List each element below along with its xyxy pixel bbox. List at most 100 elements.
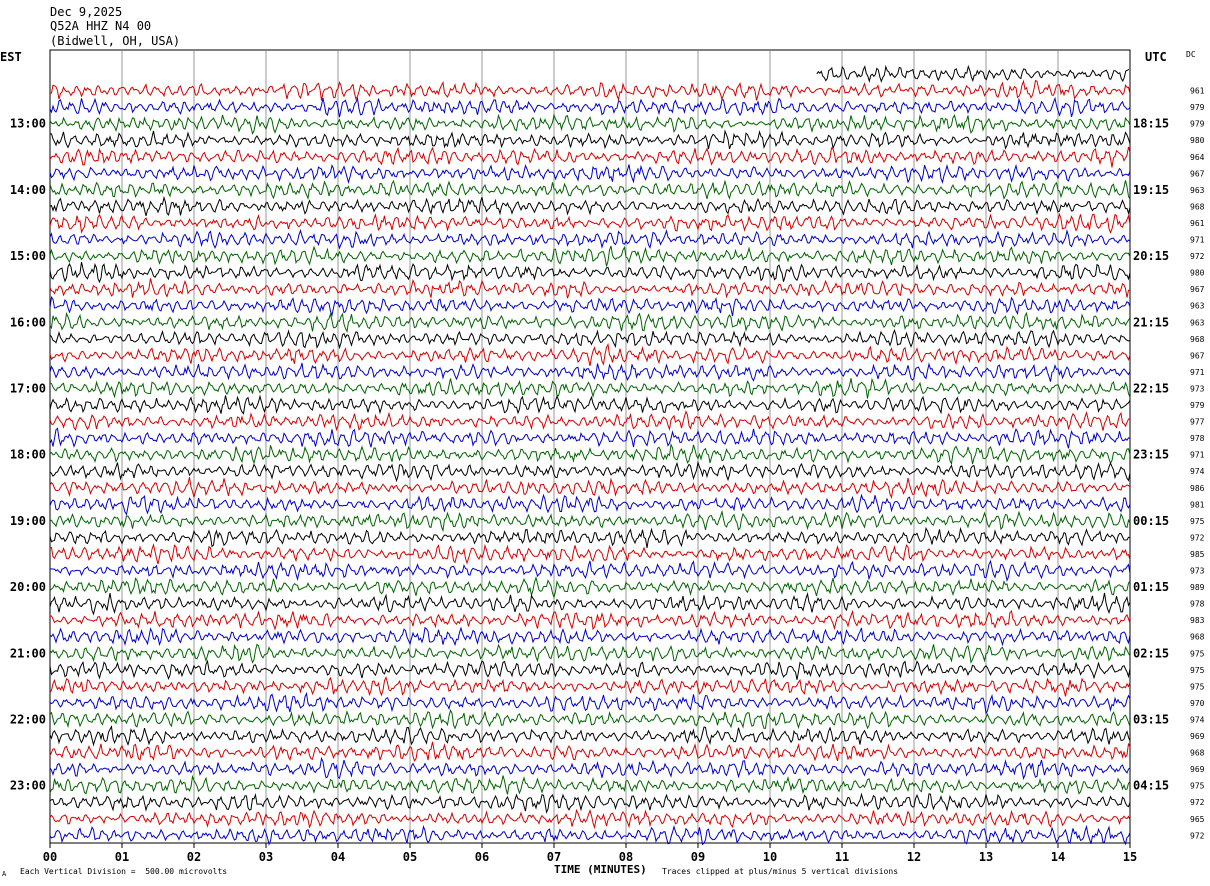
trace-line	[49, 427, 1131, 449]
trace-line	[49, 442, 1131, 466]
header-location: (Bidwell, OH, USA)	[50, 34, 181, 48]
trace-line	[49, 179, 1131, 200]
dc-offset-label: 975	[1190, 666, 1205, 675]
x-tick-label: 03	[259, 850, 273, 864]
est-hour-label: 14:00	[10, 183, 46, 197]
trace-line	[49, 774, 1131, 795]
dc-offset-label: 965	[1190, 815, 1205, 824]
dc-offset-label: 973	[1190, 384, 1205, 393]
x-tick-label: 01	[115, 850, 129, 864]
trace-line	[49, 328, 1131, 350]
trace-line	[49, 643, 1131, 664]
utc-hour-label: 21:15	[1133, 315, 1169, 329]
dc-offset-label: 977	[1190, 418, 1205, 427]
dc-offset-label: 972	[1190, 252, 1205, 261]
trace-line	[49, 576, 1131, 599]
dc-offset-label: 980	[1190, 269, 1205, 278]
trace-line	[49, 343, 1131, 367]
trace-line	[49, 163, 1131, 185]
header-date: Dec 9,2025	[50, 5, 123, 19]
utc-hour-label: 18:15	[1133, 117, 1169, 131]
plot-frame	[49, 49, 1131, 844]
dc-offset-label: 963	[1190, 302, 1205, 311]
trace-line	[49, 808, 1131, 830]
dc-column-label: DC	[1186, 50, 1196, 59]
trace-line	[49, 756, 1131, 781]
dc-offset-label: 968	[1190, 633, 1205, 642]
corner-mark: A	[2, 870, 7, 878]
est-hour-label: 16:00	[10, 315, 46, 329]
x-tick-label: 15	[1123, 850, 1137, 864]
utc-hour-label: 01:15	[1133, 580, 1169, 594]
utc-hour-label: 00:15	[1133, 514, 1169, 528]
dc-offset-label: 961	[1190, 219, 1205, 228]
dc-offset-label: 970	[1190, 699, 1205, 708]
trace-line	[49, 543, 1131, 565]
dc-offset-label: 979	[1190, 401, 1205, 410]
trace-line	[49, 212, 1131, 234]
utc-hour-label: 19:15	[1133, 183, 1169, 197]
dc-offset-label: 980	[1190, 136, 1205, 145]
dc-offset-label: 975	[1190, 649, 1205, 658]
vertical-scale-note: Each Vertical Division = 500.00 microvol…	[20, 867, 228, 876]
dc-offset-label: 971	[1190, 451, 1205, 460]
header-station: Q52A HHZ N4 00	[50, 19, 152, 33]
est-hour-label: 21:00	[10, 646, 46, 660]
x-tick-label: 04	[331, 850, 345, 864]
trace-line	[49, 195, 1131, 216]
x-tick-label: 05	[403, 850, 417, 864]
dc-offset-label: 963	[1190, 186, 1205, 195]
trace-line	[49, 245, 1131, 267]
dc-offset-label: 975	[1190, 782, 1205, 791]
dc-offset-label: 968	[1190, 749, 1205, 758]
dc-offset-label: 979	[1190, 120, 1205, 129]
trace-line	[49, 113, 1131, 135]
est-hour-label: 17:00	[10, 381, 46, 395]
dc-offset-label: 979	[1190, 103, 1205, 112]
dc-offset-label: 967	[1190, 285, 1205, 294]
trace-line	[49, 129, 1131, 150]
clipping-note: Traces clipped at plus/minus 5 vertical …	[662, 867, 899, 876]
trace-line	[49, 691, 1131, 715]
utc-hour-label: 20:15	[1133, 249, 1169, 263]
dc-offset-label: 972	[1190, 798, 1205, 807]
dc-offset-label: 981	[1190, 500, 1205, 509]
dc-offset-label: 973	[1190, 567, 1205, 576]
dc-offset-label: 978	[1190, 600, 1205, 609]
dc-offset-label: 971	[1190, 368, 1205, 377]
trace-line	[49, 493, 1131, 516]
dc-offset-label: 989	[1190, 583, 1205, 592]
x-tick-label: 07	[547, 850, 561, 864]
trace-line	[49, 362, 1131, 382]
axis-labels: 00 01 02 03 04 05 06 07 08 09 10 11 12 13 14 15 961 979 97…	[10, 87, 1205, 864]
utc-hour-label: 23:15	[1133, 448, 1169, 462]
dc-offset-label: 974	[1190, 715, 1205, 724]
est-hour-label: 18:00	[10, 448, 46, 462]
x-tick-label: 00	[43, 850, 57, 864]
trace-line	[49, 676, 1131, 697]
utc-timezone-label: UTC	[1145, 50, 1167, 64]
trace-layer	[49, 64, 1131, 846]
trace-line	[49, 792, 1131, 814]
dc-offset-label: 974	[1190, 467, 1205, 476]
est-hour-label: 19:00	[10, 514, 46, 528]
x-tick-label: 08	[619, 850, 633, 864]
est-hour-label: 22:00	[10, 712, 46, 726]
trace-line	[49, 626, 1131, 647]
trace-line	[49, 394, 1131, 415]
dc-offset-label: 968	[1190, 335, 1205, 344]
trace-line	[49, 824, 1131, 846]
trace-line	[49, 509, 1131, 533]
dc-offset-label: 978	[1190, 434, 1205, 443]
trace-line	[49, 146, 1131, 168]
trace-line	[49, 741, 1131, 762]
trace-line	[49, 709, 1131, 730]
est-hour-label: 13:00	[10, 117, 46, 131]
trace-line	[49, 591, 1131, 616]
x-tick-label: 02	[187, 850, 201, 864]
dc-offset-label: 963	[1190, 318, 1205, 327]
utc-hour-label: 03:15	[1133, 712, 1169, 726]
est-timezone-label: EST	[0, 50, 22, 64]
est-hour-label: 15:00	[10, 249, 46, 263]
